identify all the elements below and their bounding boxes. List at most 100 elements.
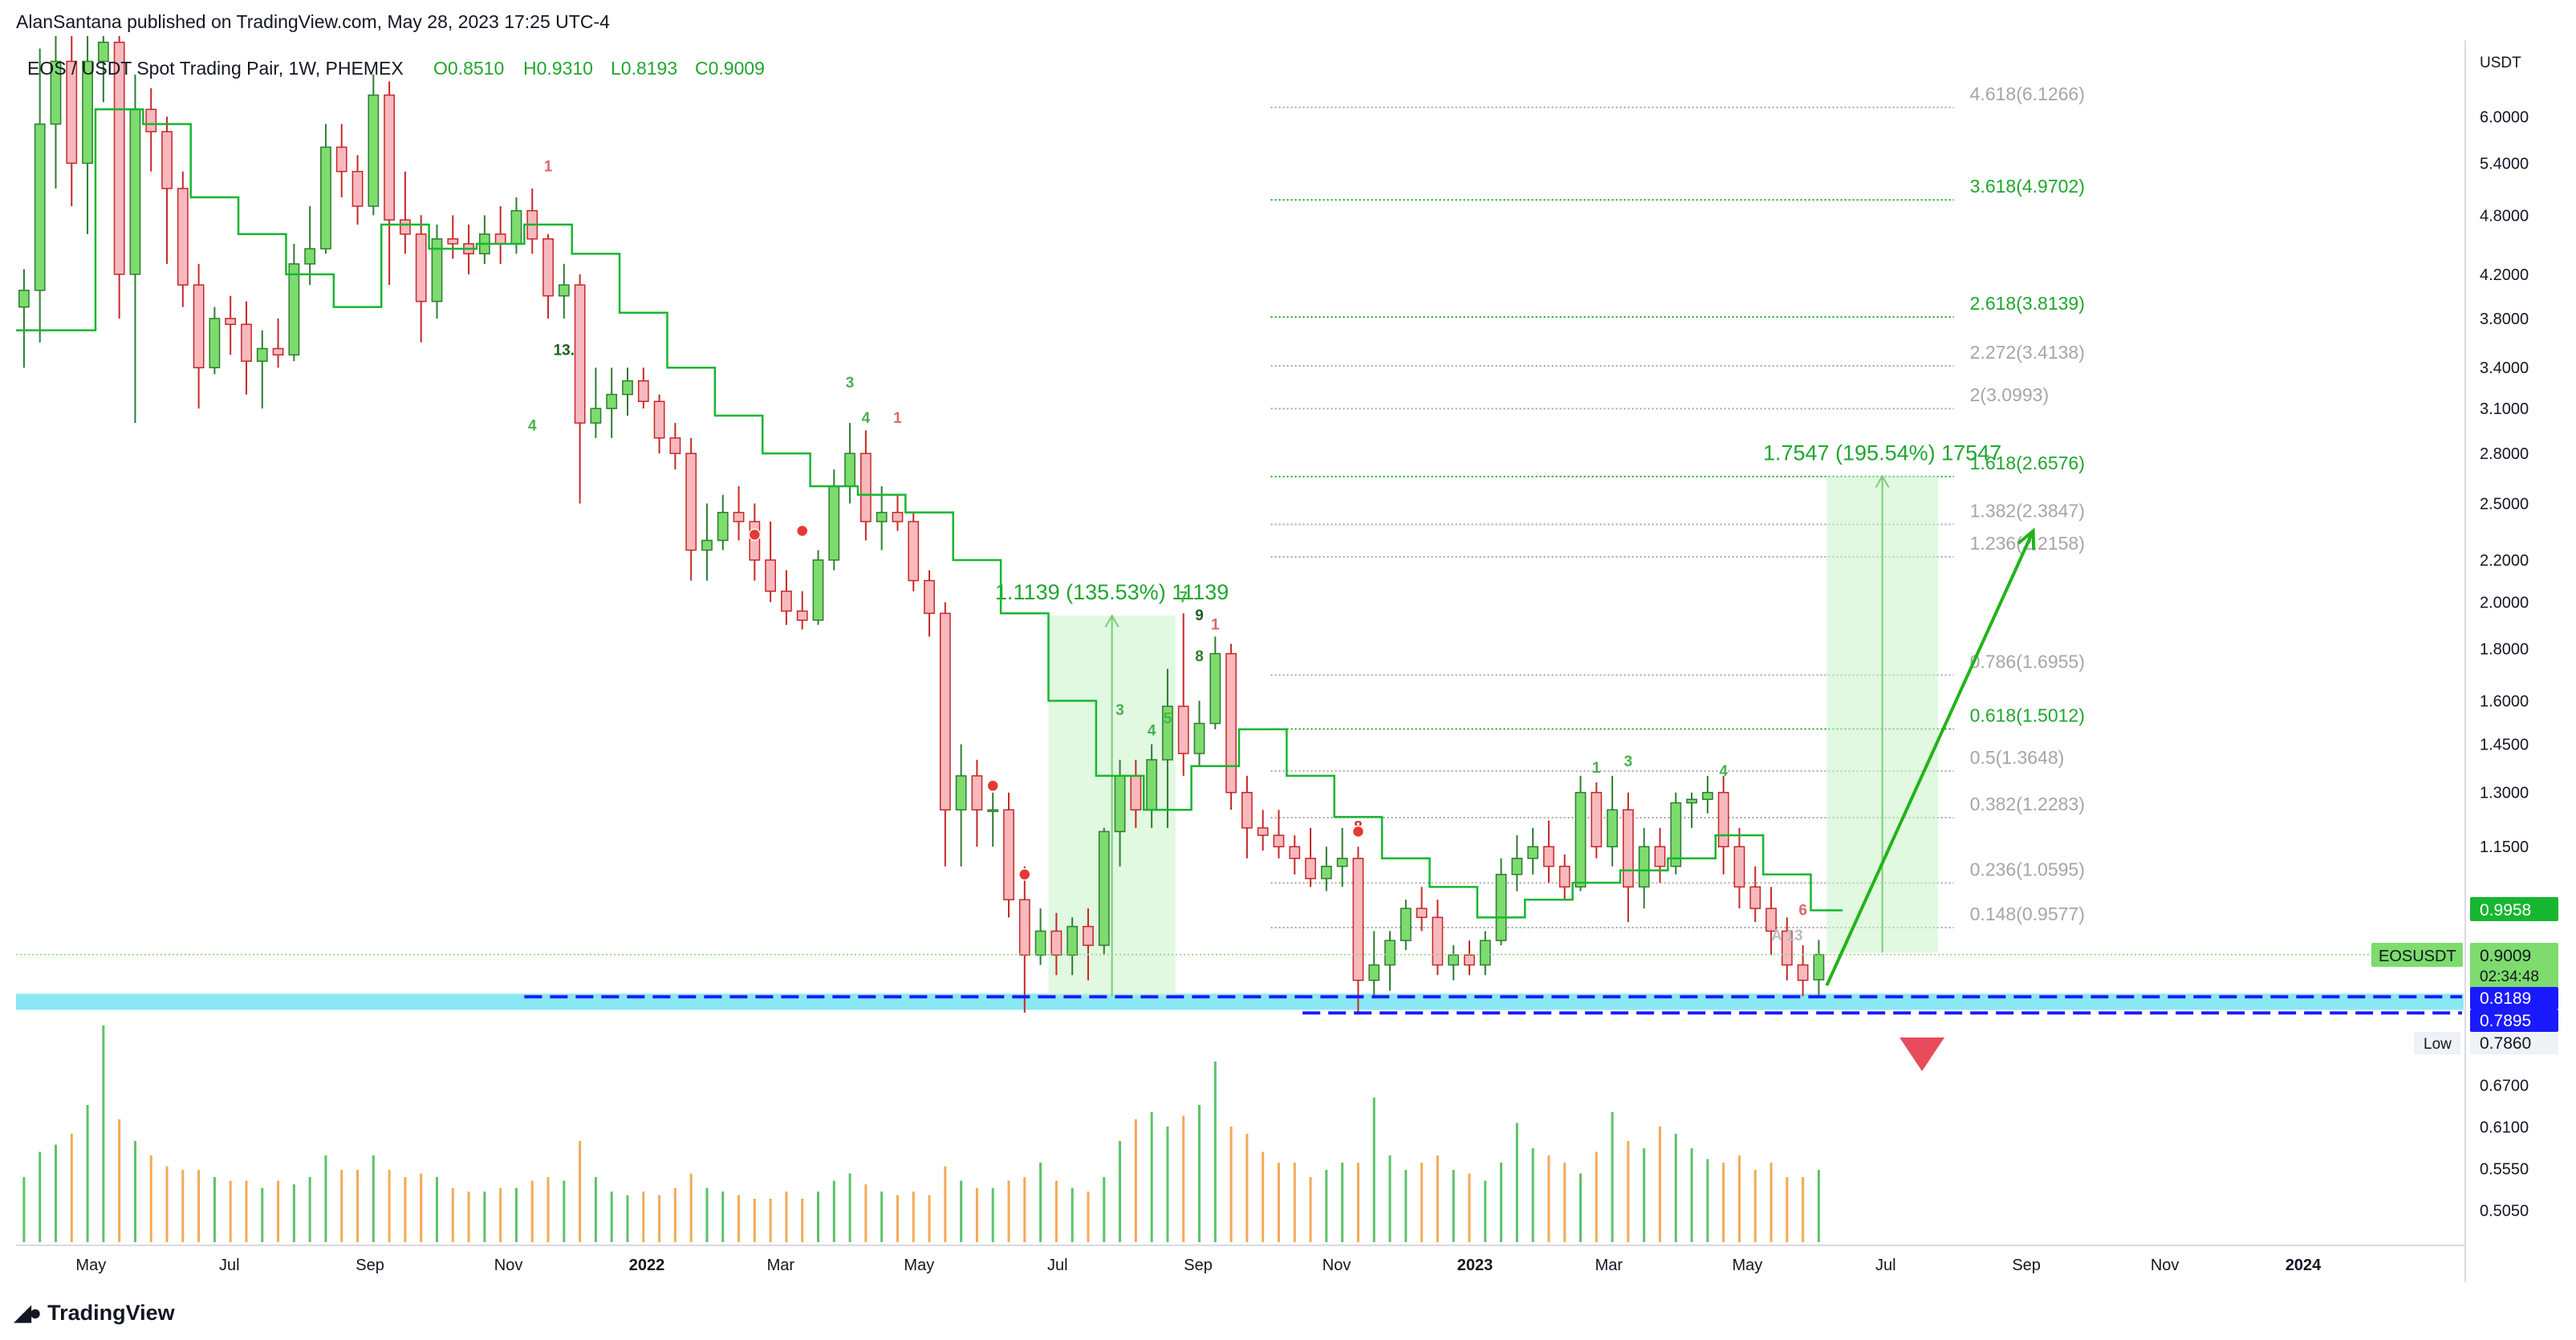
fib-level-label: 0.618(1.5012) — [1970, 705, 2085, 725]
volume-bar — [1293, 1163, 1296, 1242]
fib-level-label: 0.236(1.0595) — [1970, 859, 2085, 879]
sequential-count-label: 5 — [1164, 711, 1172, 728]
candle-body — [924, 579, 935, 615]
candle-body — [304, 248, 316, 265]
candle-body — [1083, 925, 1094, 946]
low-value-tag-bg — [2470, 1032, 2558, 1054]
sequential-count-label: 1 — [1211, 617, 1220, 634]
volume-bar — [22, 1177, 26, 1242]
price-axis[interactable]: USDT 0.5050 0.5550 0.6100 0.6700 1.1500 1.300… — [2464, 40, 2529, 1282]
candle-body — [177, 188, 189, 286]
volume-bar — [594, 1177, 597, 1242]
price-tick-label: 0.5550 — [2480, 1160, 2529, 1178]
sequential-count-label: 4 — [862, 410, 871, 427]
trend-value-tag-bg — [2470, 897, 2558, 921]
volume-bar — [1468, 1173, 1471, 1242]
candle-body — [1384, 940, 1396, 966]
sequential-count-label: 4 — [1719, 763, 1728, 780]
volume-bar — [1674, 1134, 1677, 1242]
price-tick-label: 2.8000 — [2480, 445, 2529, 463]
candle-body — [765, 559, 777, 592]
sequential-count-label: 13. — [554, 342, 575, 359]
volume-bar — [1039, 1163, 1042, 1242]
volume-bar — [1643, 1148, 1646, 1242]
candle-body — [1257, 827, 1269, 836]
price-tick-label: 3.8000 — [2480, 311, 2529, 328]
candle-body — [574, 284, 586, 424]
volume-bar — [1119, 1141, 1122, 1242]
candle-body — [510, 209, 522, 245]
candlesticks — [18, 36, 1825, 1013]
volume-bar — [292, 1184, 295, 1242]
volume-bar — [229, 1180, 232, 1242]
price-tick-label: 1.6000 — [2480, 692, 2529, 710]
candle-body — [1479, 940, 1491, 966]
candle-body — [653, 400, 665, 439]
volume-bar — [1595, 1151, 1598, 1242]
time-axis[interactable]: May Jul Sep Nov 2022 Mar May Jul Sep Nov 2023 Mar Ma… — [16, 1245, 2465, 1274]
volume-bar — [1769, 1163, 1773, 1242]
volume-bar — [1484, 1180, 1487, 1242]
measure-arrow-head — [1875, 474, 1890, 488]
volume-bar — [70, 1134, 73, 1242]
candle-body — [1018, 899, 1030, 956]
candle-body — [225, 318, 237, 326]
volume-bar — [277, 1180, 280, 1242]
volume-bar — [1372, 1098, 1375, 1242]
publisher-header: AlanSantana published on TradingView.com… — [16, 11, 610, 32]
volume-bar — [39, 1151, 42, 1242]
price-tick-label: 1.1500 — [2480, 839, 2529, 856]
sequential-count-label: 3 — [1624, 753, 1633, 770]
candle-body — [939, 612, 951, 811]
sequential-count-label: 9 — [1195, 607, 1204, 624]
volume-bar — [673, 1188, 677, 1242]
volume-bar — [1341, 1163, 1344, 1242]
volume-bar — [1436, 1155, 1439, 1242]
candle-body — [1177, 705, 1189, 754]
candle-body — [1749, 886, 1761, 909]
time-tick-label: Mar — [767, 1257, 795, 1274]
volume-bar — [1229, 1127, 1233, 1242]
sequential-count-label: 6 — [1798, 903, 1807, 920]
candle-body — [1607, 809, 1619, 847]
trend-line — [16, 108, 1843, 919]
time-tick-label: 2023 — [1457, 1257, 1493, 1274]
candle-body — [129, 108, 141, 275]
candle-body — [415, 233, 427, 303]
volume-bar — [1007, 1180, 1010, 1242]
volume-bar — [1802, 1177, 1805, 1242]
candle-body — [1209, 652, 1221, 725]
tradingview-mark-icon: ◢● — [14, 1301, 42, 1325]
volume-bar — [801, 1199, 804, 1242]
tradingview-brand: TradingView — [47, 1301, 175, 1325]
volume-bar — [1150, 1112, 1153, 1242]
candle-body — [241, 323, 252, 362]
time-tick-label: Nov — [494, 1257, 523, 1274]
volume-bar — [1404, 1170, 1408, 1242]
candle-body — [272, 347, 284, 356]
candle-body — [1591, 791, 1603, 847]
tradingview-logo[interactable]: ◢● TradingView — [14, 1301, 175, 1326]
candle-body — [1543, 846, 1554, 867]
price-tick-label: 4.8000 — [2480, 207, 2529, 225]
volume-bar — [864, 1184, 867, 1242]
candle-body — [1495, 874, 1507, 941]
candle-body — [733, 511, 745, 522]
signal-dot — [1351, 825, 1365, 839]
volume-bar — [404, 1177, 407, 1242]
volume-bar — [435, 1177, 438, 1242]
volume-bar — [245, 1180, 248, 1242]
sequential-count-label: 3 — [846, 375, 855, 392]
volume-bar — [1071, 1188, 1074, 1242]
last-price-tag-bg — [2470, 943, 2558, 988]
volume-bar — [1277, 1163, 1280, 1242]
candle-body — [892, 511, 904, 522]
candle-body — [1003, 809, 1014, 901]
volume-bar — [133, 1141, 136, 1242]
volume-bar — [530, 1180, 534, 1242]
volume-bar — [1690, 1148, 1693, 1242]
volume-bar — [1245, 1134, 1249, 1242]
support-upper-tag-bg — [2470, 987, 2558, 1009]
